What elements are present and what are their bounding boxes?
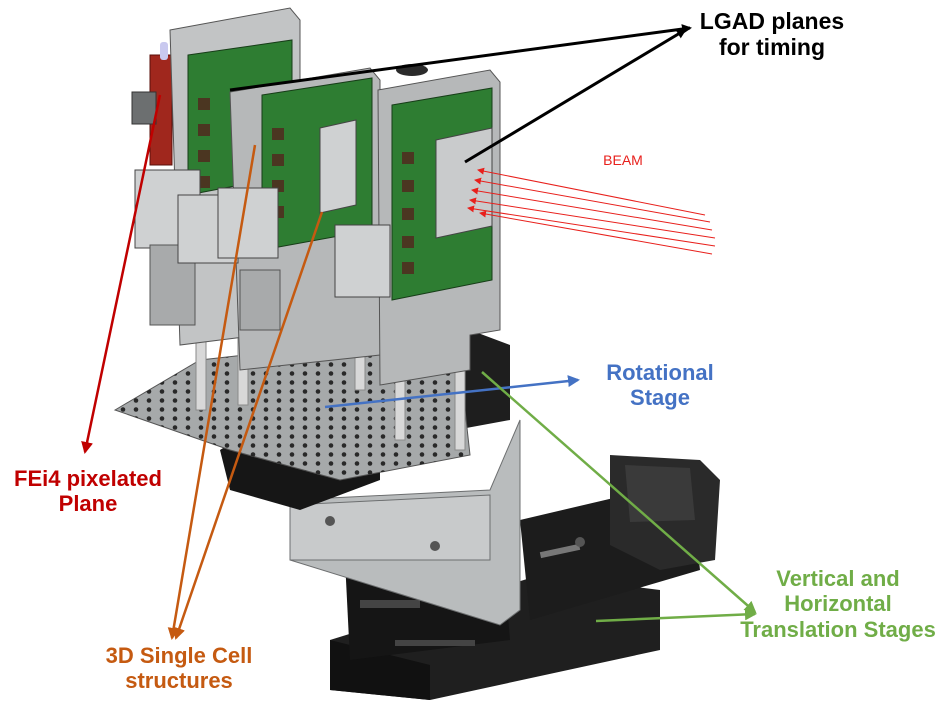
lgad-arrow-1 [229,24,692,92]
translation-arrow-1 [481,371,757,614]
beam-lines [467,167,716,255]
translation-label-line-2: Horizontal [784,591,892,617]
rotational-label-line-1: Rotational [606,360,714,385]
fei4-arrow [81,94,162,454]
translation-arrow-2 [595,608,757,623]
fei4-plane-label: FEi4 pixelated Plane [0,466,176,517]
lgad-label-line-1: LGAD planes [699,8,845,34]
vertical-stage-plate [289,419,585,626]
single-cell-arrow-2 [173,211,324,640]
beam-label: BEAM [603,152,643,168]
fei4-label-line-2: Plane [58,491,118,517]
rotational-arrow [324,375,580,409]
translation-stages-label: Vertical and Horizontal Translation Stag… [728,566,948,642]
single-cell-label: 3D Single Cell structures [84,643,274,694]
single-cell-label-line-2: structures [125,668,233,694]
lgad-planes-label: LGAD planes for timing [672,8,872,61]
fei4-label-line-1: FEi4 pixelated [14,466,162,491]
single-cell-label-line-1: 3D Single Cell [105,643,253,668]
single-cell-arrow-1 [167,144,257,640]
lgad-arrow-2 [464,28,687,164]
lgad-plane-front [334,64,501,386]
lgad-label-line-2: for timing [718,34,826,61]
rotational-label-line-2: Stage [630,385,690,411]
translation-label-line-1: Vertical and [776,566,900,591]
translation-label-line-3: Translation Stages [740,616,936,642]
rotational-stage-label: Rotational Stage [580,360,740,411]
